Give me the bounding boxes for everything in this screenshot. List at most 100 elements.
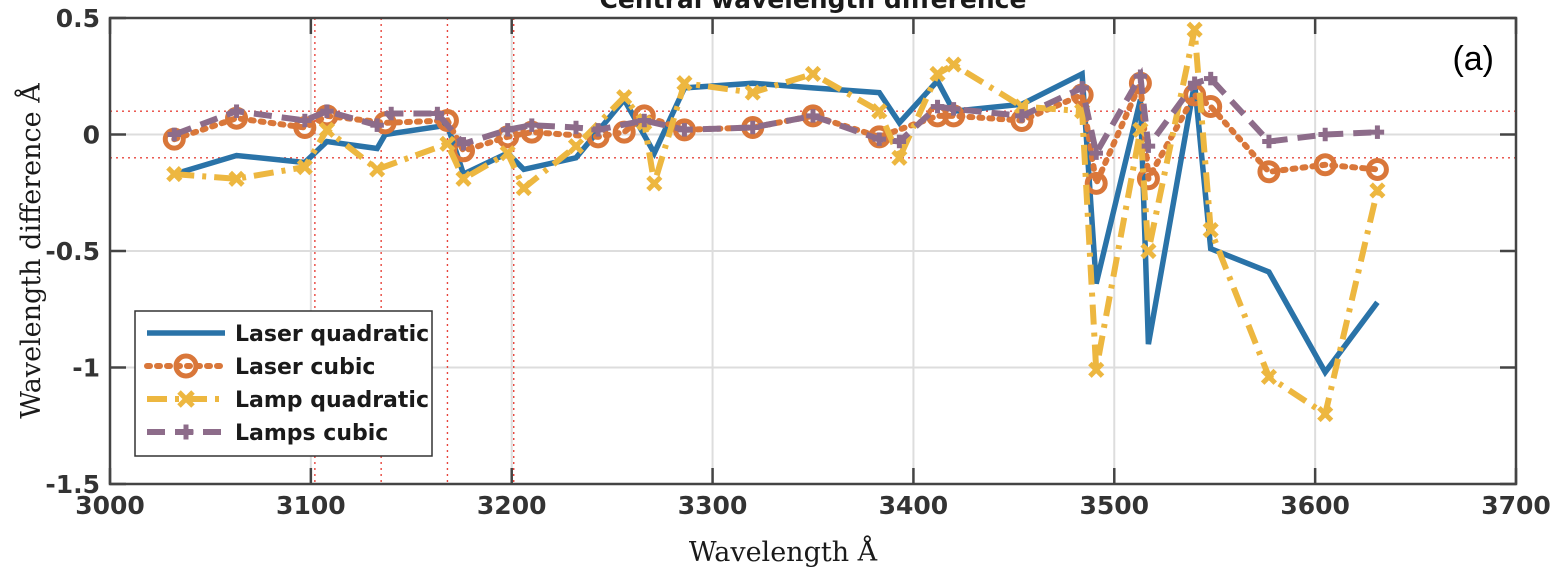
- ticks: 3000 3100 3200 3300 3400 3500 3600 3700 -1.5 -1 -0…: [45, 4, 1550, 520]
- data-point-plus: [930, 99, 945, 114]
- data-point-plus: [569, 120, 583, 135]
- data-point-x: [676, 75, 693, 92]
- data-point-circle: [1257, 160, 1281, 184]
- data-point-x: [455, 170, 472, 187]
- data-point-x: [1317, 406, 1334, 423]
- data-point-circle: [1365, 157, 1389, 181]
- y-tick-label: 0.5: [56, 4, 100, 33]
- data-point-plus: [1262, 134, 1276, 149]
- data-point-plus: [872, 132, 887, 146]
- y-tick-label: 0: [83, 121, 100, 150]
- data-point-plus: [1187, 76, 1202, 90]
- data-point-circle: [1084, 171, 1108, 195]
- series-3: [166, 21, 1386, 423]
- data-point-plus: [1133, 69, 1148, 83]
- data-point-x: [1369, 182, 1386, 199]
- data-point-plus: [1141, 139, 1156, 153]
- panel-label: (a): [1452, 40, 1494, 78]
- chart-title: Central wavelength difference: [600, 0, 1027, 14]
- legend: Laser quadratic Laser cubic Lamp quadratic…: [134, 310, 433, 457]
- y-tick-label: -1: [72, 354, 100, 383]
- series-line: [174, 29, 1381, 419]
- legend-item: Laser quadratic: [147, 322, 429, 347]
- data-point-x: [166, 166, 183, 183]
- data-point-circle: [1313, 153, 1337, 177]
- data-point-x: [318, 121, 335, 138]
- data-point-circle: [173, 353, 199, 379]
- data-point-x: [871, 103, 888, 120]
- data-point-plus: [1370, 125, 1385, 139]
- legend-item: Laser cubic: [144, 353, 375, 380]
- data-point-plus: [1075, 81, 1089, 95]
- y-tick-label: -0.5: [45, 237, 100, 266]
- data-point-x: [515, 180, 532, 197]
- legend-label: Laser cubic: [235, 355, 375, 380]
- data-point-plus: [1318, 127, 1332, 142]
- series-group: [162, 21, 1389, 423]
- data-point-x: [1140, 242, 1157, 260]
- data-point-circle: [801, 104, 825, 128]
- data-point-plus: [677, 123, 692, 137]
- x-tick-label: 3300: [678, 491, 748, 520]
- y-tick-label: -1.5: [45, 470, 100, 499]
- data-point-plus: [946, 102, 961, 116]
- data-point-plus: [806, 109, 820, 123]
- legend-item: Lamps cubic: [147, 421, 388, 446]
- data-point-plus: [637, 113, 652, 128]
- legend-label: Lamps cubic: [235, 421, 388, 446]
- data-point-plus: [430, 106, 445, 121]
- legend-label: Lamp quadratic: [235, 388, 429, 413]
- x-tick-label: 3700: [1481, 491, 1551, 520]
- data-point-x: [945, 56, 962, 73]
- data-point-x: [499, 145, 516, 162]
- data-point-plus: [1015, 109, 1029, 123]
- data-point-x: [567, 138, 585, 155]
- data-point-x: [177, 390, 195, 408]
- x-tick-label: 3400: [879, 491, 949, 520]
- legend-label: Laser quadratic: [235, 322, 429, 347]
- data-point-x: [1088, 361, 1105, 378]
- legend-item: Lamp quadratic: [147, 388, 429, 413]
- data-point-x: [228, 170, 245, 187]
- data-point-plus: [500, 123, 515, 137]
- x-tick-label: 3500: [1079, 491, 1149, 520]
- data-point-plus: [178, 424, 194, 440]
- data-point-x: [439, 135, 456, 152]
- data-point-x: [929, 65, 946, 82]
- y-axis-label: Wavelength difference Å: [14, 83, 47, 419]
- data-point-plus: [370, 118, 384, 132]
- data-point-plus: [745, 120, 760, 135]
- series-line: [173, 69, 1380, 378]
- data-point-x: [744, 84, 761, 101]
- data-point-plus: [229, 104, 244, 118]
- data-point-plus: [384, 106, 398, 121]
- data-point-plus: [591, 123, 605, 137]
- series-1: [173, 69, 1380, 378]
- series-line: [171, 81, 1381, 194]
- data-point-x: [891, 149, 908, 166]
- data-point-plus: [892, 134, 907, 149]
- data-point-x: [1186, 21, 1203, 38]
- data-point-circle: [1136, 167, 1160, 191]
- data-point-plus: [456, 137, 471, 151]
- data-point-plus: [167, 127, 182, 142]
- data-point-x: [1260, 368, 1278, 385]
- data-point-plus: [525, 118, 539, 132]
- data-point-plus: [320, 104, 334, 118]
- series-4: [167, 66, 1385, 162]
- data-point-x: [296, 159, 313, 176]
- x-tick-label: 3100: [276, 491, 346, 520]
- data-point-x: [369, 161, 386, 178]
- data-point-plus: [1089, 146, 1103, 160]
- x-tick-label: 3000: [75, 491, 145, 520]
- data-point-x: [804, 65, 822, 82]
- x-axis-label: Wavelength Å: [689, 535, 878, 568]
- data-point-plus: [1203, 71, 1218, 86]
- data-point-x: [646, 175, 663, 192]
- data-point-x: [1202, 221, 1219, 239]
- x-tick-label: 3200: [477, 491, 547, 520]
- x-tick-label: 3600: [1280, 491, 1350, 520]
- data-point-plus: [298, 113, 312, 128]
- data-point-x: [616, 89, 633, 106]
